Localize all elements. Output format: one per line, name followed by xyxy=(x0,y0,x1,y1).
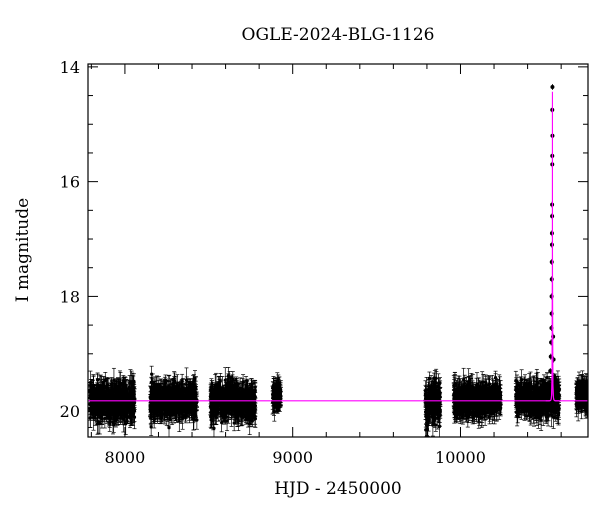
chart-title: OGLE-2024-BLG-1126 xyxy=(242,25,435,45)
data-point xyxy=(118,401,122,405)
data-point xyxy=(100,417,104,421)
data-point xyxy=(189,404,193,408)
data-point xyxy=(105,387,109,391)
data-point xyxy=(112,410,117,414)
observation-season xyxy=(148,365,200,437)
data-point xyxy=(123,401,127,405)
data-point xyxy=(107,403,111,407)
y-axis-label: I magnitude xyxy=(13,198,33,302)
plot-area xyxy=(88,83,588,437)
data-point xyxy=(104,405,108,409)
data-point xyxy=(149,407,154,411)
data-point xyxy=(173,396,177,401)
data-point xyxy=(153,401,157,405)
data-point xyxy=(157,389,162,394)
data-point xyxy=(167,401,171,405)
data-point xyxy=(115,404,120,408)
data-point xyxy=(128,415,132,419)
data-point xyxy=(128,396,132,400)
data-point xyxy=(184,378,189,382)
data-point xyxy=(179,402,184,406)
data-point xyxy=(150,372,154,376)
data-point xyxy=(88,402,92,407)
data-point xyxy=(121,410,125,414)
observation-season xyxy=(88,367,137,435)
data-point xyxy=(167,426,171,430)
data-point xyxy=(92,389,96,394)
data-point xyxy=(131,394,135,398)
data-point xyxy=(132,386,136,390)
data-point xyxy=(186,403,190,408)
data-point xyxy=(177,409,181,413)
observation-season xyxy=(208,366,258,437)
data-point xyxy=(149,425,153,429)
data-point xyxy=(93,400,97,404)
data-point xyxy=(122,383,126,387)
data-point xyxy=(129,390,134,395)
data-point xyxy=(105,416,109,420)
data-point xyxy=(101,381,105,385)
data-point xyxy=(187,386,192,391)
data-point xyxy=(111,393,116,397)
data-point xyxy=(91,416,96,420)
data-point xyxy=(95,413,99,417)
data-point xyxy=(162,391,166,395)
data-point xyxy=(122,387,126,391)
data-point xyxy=(131,411,135,416)
data-point xyxy=(112,423,116,427)
data-point xyxy=(156,413,160,418)
data-point xyxy=(158,409,162,413)
data-point xyxy=(101,408,106,412)
x-axis-label: HJD - 2450000 xyxy=(274,479,402,499)
data-point xyxy=(182,388,186,392)
data-point xyxy=(124,422,128,426)
data-point xyxy=(116,396,120,400)
data-point xyxy=(149,395,153,399)
data-point xyxy=(111,400,116,405)
data-point xyxy=(120,394,124,398)
data-point xyxy=(125,397,129,401)
data-point xyxy=(91,394,95,398)
data-point xyxy=(131,404,136,408)
